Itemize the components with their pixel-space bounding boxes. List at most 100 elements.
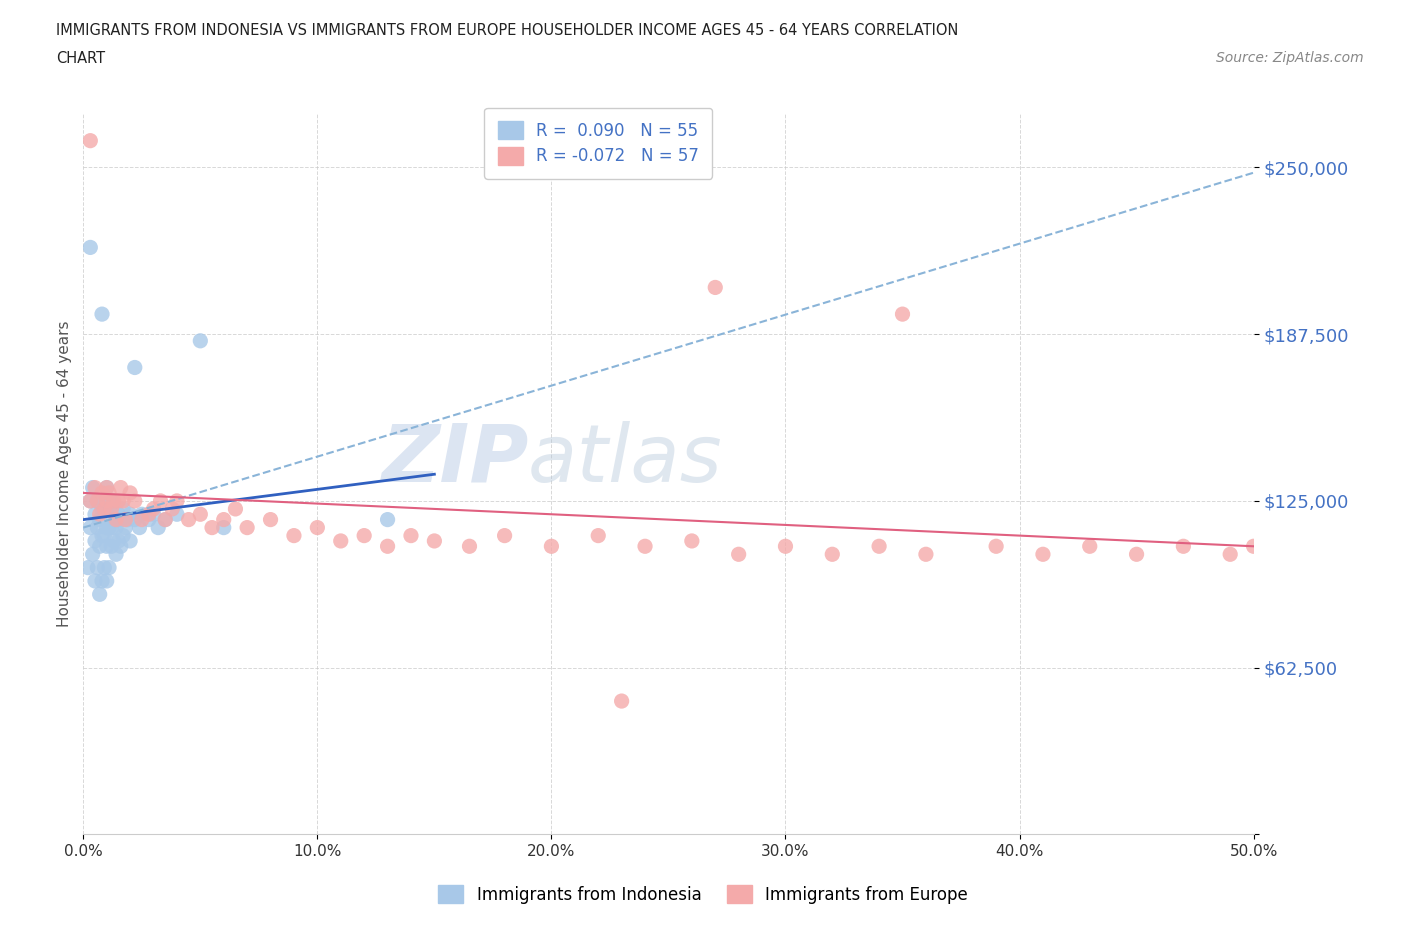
Point xyxy=(103,534,125,549)
Point xyxy=(110,512,132,527)
Text: IMMIGRANTS FROM INDONESIA VS IMMIGRANTS FROM EUROPE HOUSEHOLDER INCOME AGES 45 -: IMMIGRANTS FROM INDONESIA VS IMMIGRANTS … xyxy=(56,23,959,38)
Point xyxy=(100,494,122,509)
Point xyxy=(1173,538,1195,553)
Point xyxy=(89,507,111,522)
Point xyxy=(142,507,165,522)
Y-axis label: Householder Income Ages 45 - 64 years: Householder Income Ages 45 - 64 years xyxy=(58,321,72,628)
Legend: R =  0.090   N = 55, R = -0.072   N = 57: R = 0.090 N = 55, R = -0.072 N = 57 xyxy=(484,108,713,179)
Point xyxy=(124,494,146,509)
Point xyxy=(821,547,844,562)
Point xyxy=(96,538,118,553)
Point xyxy=(236,520,259,535)
Point xyxy=(112,528,135,543)
Point xyxy=(96,480,118,495)
Point xyxy=(105,520,128,535)
Point xyxy=(138,512,160,527)
Point xyxy=(91,528,114,543)
Point xyxy=(984,538,1007,553)
Point xyxy=(96,480,118,495)
Point xyxy=(86,560,108,575)
Point xyxy=(868,538,890,553)
Point xyxy=(86,494,108,509)
Point xyxy=(155,512,177,527)
Point xyxy=(89,538,111,553)
Point xyxy=(1078,538,1101,553)
Point xyxy=(114,520,136,535)
Point xyxy=(84,480,107,495)
Point xyxy=(377,512,399,527)
Point xyxy=(117,512,139,527)
Point xyxy=(96,520,118,535)
Point xyxy=(458,538,481,553)
Point xyxy=(96,574,118,589)
Point xyxy=(177,512,200,527)
Point xyxy=(98,560,121,575)
Point xyxy=(166,494,188,509)
Point xyxy=(110,538,132,553)
Point xyxy=(353,528,375,543)
Point xyxy=(727,547,749,562)
Point xyxy=(166,507,188,522)
Point xyxy=(212,512,235,527)
Point xyxy=(915,547,938,562)
Text: atlas: atlas xyxy=(529,420,723,498)
Point xyxy=(96,494,118,509)
Point xyxy=(110,480,132,495)
Point xyxy=(155,512,177,527)
Point xyxy=(107,534,129,549)
Point xyxy=(91,574,114,589)
Point xyxy=(201,520,224,535)
Point xyxy=(100,501,122,516)
Point xyxy=(540,538,562,553)
Point xyxy=(131,507,153,522)
Point xyxy=(82,480,104,495)
Point xyxy=(188,507,211,522)
Point xyxy=(98,520,121,535)
Point xyxy=(79,133,101,148)
Point xyxy=(79,494,101,509)
Point xyxy=(634,538,657,553)
Point xyxy=(307,520,329,535)
Point xyxy=(100,520,122,535)
Point xyxy=(93,528,115,543)
Point xyxy=(112,501,135,516)
Point xyxy=(149,494,172,509)
Point xyxy=(329,534,352,549)
Point xyxy=(86,520,108,535)
Point xyxy=(96,501,118,516)
Point xyxy=(84,507,107,522)
Point xyxy=(103,512,125,527)
Point xyxy=(93,501,115,516)
Point xyxy=(124,360,146,375)
Point xyxy=(1219,547,1241,562)
Point xyxy=(93,494,115,509)
Point xyxy=(107,507,129,522)
Point xyxy=(93,560,115,575)
Point xyxy=(423,534,446,549)
Point xyxy=(79,494,101,509)
Point xyxy=(114,512,136,527)
Point xyxy=(120,534,142,549)
Point xyxy=(1032,547,1054,562)
Point xyxy=(610,694,633,709)
Point xyxy=(77,560,100,575)
Point xyxy=(124,512,146,527)
Point xyxy=(160,501,183,516)
Point xyxy=(891,307,914,322)
Point xyxy=(89,587,111,602)
Point xyxy=(89,512,111,527)
Point xyxy=(775,538,797,553)
Point xyxy=(212,520,235,535)
Point xyxy=(107,494,129,509)
Point xyxy=(120,485,142,500)
Point xyxy=(105,547,128,562)
Point xyxy=(84,534,107,549)
Point xyxy=(91,501,114,516)
Point xyxy=(82,547,104,562)
Text: Source: ZipAtlas.com: Source: ZipAtlas.com xyxy=(1216,51,1364,65)
Text: CHART: CHART xyxy=(56,51,105,66)
Point xyxy=(91,485,114,500)
Point xyxy=(86,494,108,509)
Point xyxy=(100,538,122,553)
Point xyxy=(84,574,107,589)
